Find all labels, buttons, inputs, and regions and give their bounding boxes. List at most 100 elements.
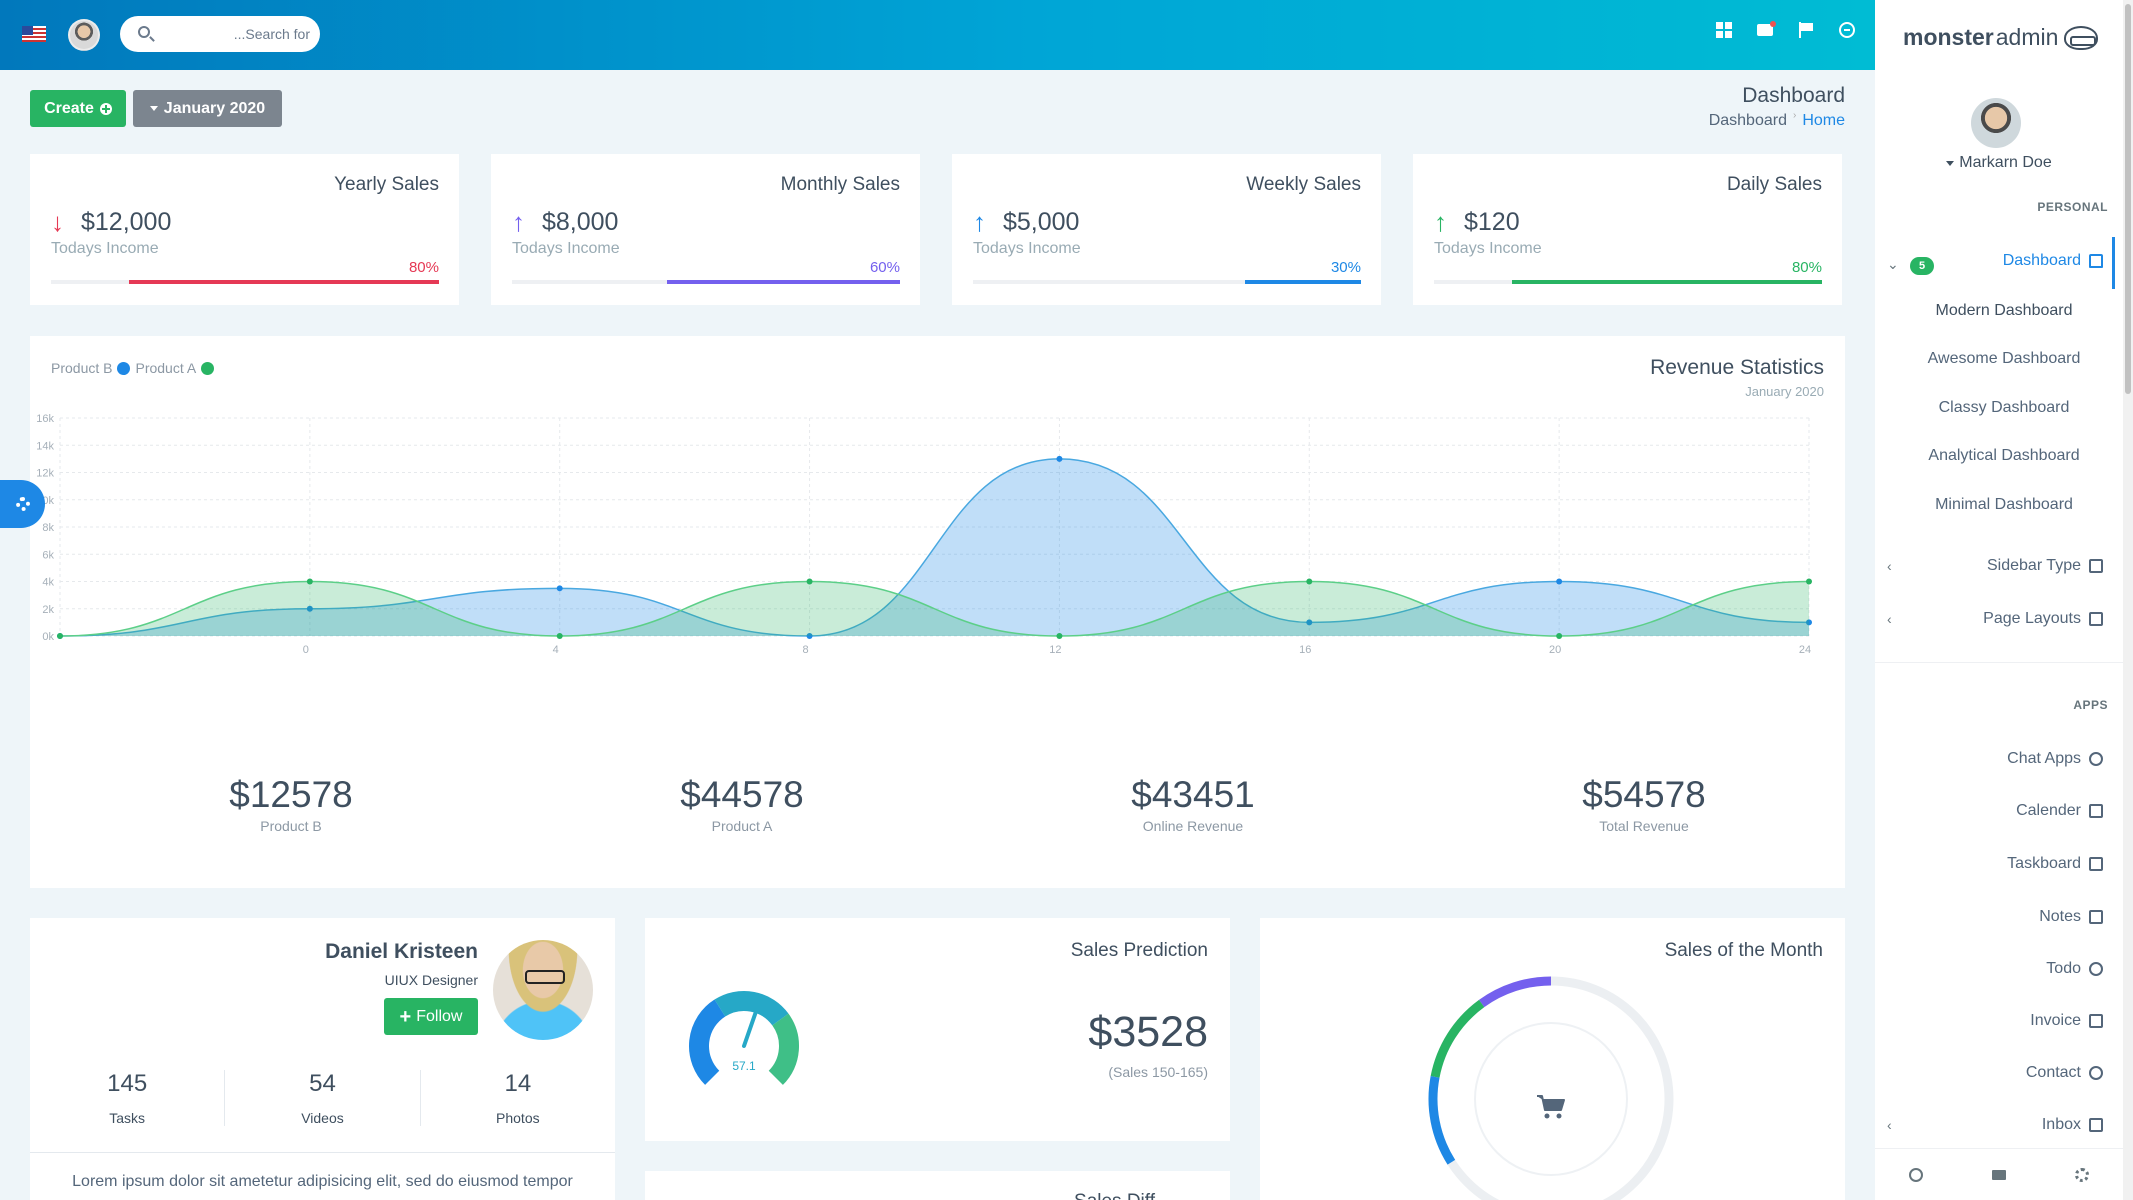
- brand-logo[interactable]: monster admin: [1903, 24, 2099, 51]
- power-icon[interactable]: [1839, 22, 1855, 38]
- profile-stat-value: 54: [309, 1070, 336, 1097]
- y-tick-label: 12k: [36, 468, 54, 480]
- y-tick-label: 14k: [36, 440, 54, 452]
- progress-fill: [128, 280, 439, 284]
- sidebar-scrollbar[interactable]: [2123, 0, 2133, 1200]
- sidebar-footer: [1875, 1148, 2123, 1200]
- sidebar-item-dashboard[interactable]: Dashboard: [2003, 252, 2103, 270]
- sidebar-subitem-minimal[interactable]: Minimal Dashboard: [1935, 496, 2073, 513]
- data-point-product-b: [1306, 619, 1313, 626]
- progress-fill: [1244, 280, 1361, 284]
- search-icon[interactable]: [138, 26, 150, 38]
- series-line-product-a: [59, 580, 1810, 637]
- y-tick-label: 8k: [42, 522, 54, 534]
- create-button[interactable]: Create: [30, 90, 126, 127]
- arrow-up-icon: ↑: [973, 207, 986, 237]
- plus-icon: +: [399, 1005, 412, 1028]
- profile-role: UIUX Designer: [384, 972, 478, 988]
- mail-icon[interactable]: [1991, 1169, 2006, 1180]
- sidebar-item-label: Invoice: [2030, 1012, 2081, 1029]
- progress-track: [1434, 280, 1822, 284]
- breadcrumb: Dashboard › Home: [1708, 110, 1845, 130]
- stat-value: $5,000: [1003, 208, 1080, 236]
- gauge-segment-teal: [714, 991, 789, 1026]
- stat-percent: 60%: [869, 259, 900, 276]
- active-indicator: [2112, 237, 2115, 289]
- data-point-product-a: [1056, 633, 1063, 639]
- stat-value: $8,000: [542, 208, 619, 236]
- follow-button[interactable]: + Follow: [384, 998, 478, 1035]
- plus-circle-icon: [99, 102, 112, 115]
- sidebar-subitem-analytical[interactable]: Analytical Dashboard: [1928, 447, 2080, 464]
- sidebar-item-label: Sidebar Type: [1987, 557, 2081, 574]
- sidebar-item-inbox[interactable]: Inbox: [2042, 1116, 2103, 1134]
- stat-subtitle: Todays Income: [1434, 240, 1542, 257]
- sidebar-item-label: Dashboard: [2002, 252, 2081, 269]
- search-input[interactable]: [160, 24, 310, 44]
- series-line-product-b: [59, 458, 1810, 637]
- right-sidebar: monster admin Markarn Doe PERSONAL ⌄ 5 Da…: [1875, 0, 2123, 1200]
- sidebar-item-sidebar-type[interactable]: Sidebar Type: [1987, 557, 2103, 575]
- stat-subtitle: Todays Income: [512, 240, 620, 257]
- revenue-total-label: Total Revenue: [1599, 818, 1689, 834]
- power-icon[interactable]: [1909, 1167, 1924, 1182]
- stat-title: Yearly Sales: [334, 174, 439, 195]
- chevron-left-icon: ‹: [1887, 611, 1892, 627]
- data-point-product-b: [1056, 455, 1063, 462]
- user-avatar[interactable]: [68, 19, 100, 51]
- data-point-product-a: [806, 578, 813, 585]
- sidebar-item-invoice[interactable]: Invoice: [2030, 1012, 2103, 1030]
- donut-inner-ring: [1474, 1022, 1628, 1176]
- sidebar-user-avatar[interactable]: [1971, 98, 2021, 148]
- sidebar-item-notes[interactable]: Notes: [2039, 908, 2103, 926]
- profile-stat-label: Tasks: [109, 1110, 146, 1126]
- sidebar-subitem-modern[interactable]: Modern Dashboard: [1935, 302, 2073, 319]
- gear-icon[interactable]: [2074, 1167, 2089, 1182]
- revenue-total-label: Product B: [260, 818, 322, 834]
- sales-of-month-title: Sales of the Month: [1664, 940, 1823, 961]
- legend-label-product-a: Product A: [135, 360, 197, 376]
- profile-name: Daniel Kristeen: [325, 940, 478, 963]
- breadcrumb-dashboard[interactable]: Dashboard: [1708, 112, 1787, 129]
- stat-percent: 80%: [408, 259, 439, 276]
- revenue-total-online: $43451 Online Revenue: [1043, 774, 1343, 834]
- stat-percent: 30%: [1330, 259, 1361, 276]
- revenue-total-all: $54578 Total Revenue: [1494, 774, 1794, 834]
- breadcrumb-home[interactable]: Home: [1802, 112, 1845, 129]
- y-tick-label: 16k: [36, 413, 54, 425]
- flag-us-icon[interactable]: [22, 26, 46, 42]
- flag-icon[interactable]: [1798, 22, 1814, 38]
- brand-name-bold: monster: [1903, 24, 1994, 50]
- data-point-product-b: [1556, 578, 1563, 585]
- sidebar-item-taskboard[interactable]: Taskboard: [2007, 855, 2103, 873]
- sidebar-subitem-classy[interactable]: Classy Dashboard: [1938, 399, 2070, 416]
- stat-title: Weekly Sales: [1246, 174, 1361, 195]
- taskboard-icon: [2089, 857, 2103, 871]
- mail-icon[interactable]: [1757, 21, 1776, 36]
- divider: [1875, 662, 2123, 663]
- sidebar-item-page-layouts[interactable]: Page Layouts: [1983, 610, 2103, 628]
- sidebar-subitem-awesome[interactable]: Awesome Dashboard: [1927, 350, 2081, 367]
- profile-stat-value: 14: [504, 1070, 532, 1097]
- divider: [30, 1152, 615, 1153]
- donut-segment-0: [1478, 976, 1552, 1008]
- data-point-product-a: [57, 633, 63, 639]
- grid-icon[interactable]: [1716, 22, 1732, 38]
- sidebar-item-todo[interactable]: Todo: [2046, 960, 2103, 978]
- gear-icon: [15, 497, 30, 511]
- y-tick-label: 4k: [42, 577, 54, 589]
- sidebar-user-menu[interactable]: Markarn Doe: [1875, 154, 2123, 172]
- sidebar-item-calender[interactable]: Calender: [2016, 802, 2103, 820]
- stat-card-yearly: Yearly Sales ↓ $12,000 Todays Income 80%: [30, 154, 459, 305]
- page-title: Dashboard: [1742, 84, 1845, 107]
- search-box: [120, 16, 320, 52]
- date-dropdown-button[interactable]: January 2020: [133, 90, 282, 127]
- settings-toggle[interactable]: [0, 480, 45, 528]
- sidebar-item-contact[interactable]: Contact: [2026, 1064, 2103, 1082]
- sidebar-scrollbar-thumb[interactable]: [2125, 4, 2131, 394]
- revenue-total-value: $44578: [680, 774, 804, 815]
- chevron-left-icon: ‹: [1887, 558, 1892, 574]
- gauge-needle: [742, 1008, 759, 1048]
- sidebar-item-chat-apps[interactable]: Chat Apps: [2007, 750, 2103, 768]
